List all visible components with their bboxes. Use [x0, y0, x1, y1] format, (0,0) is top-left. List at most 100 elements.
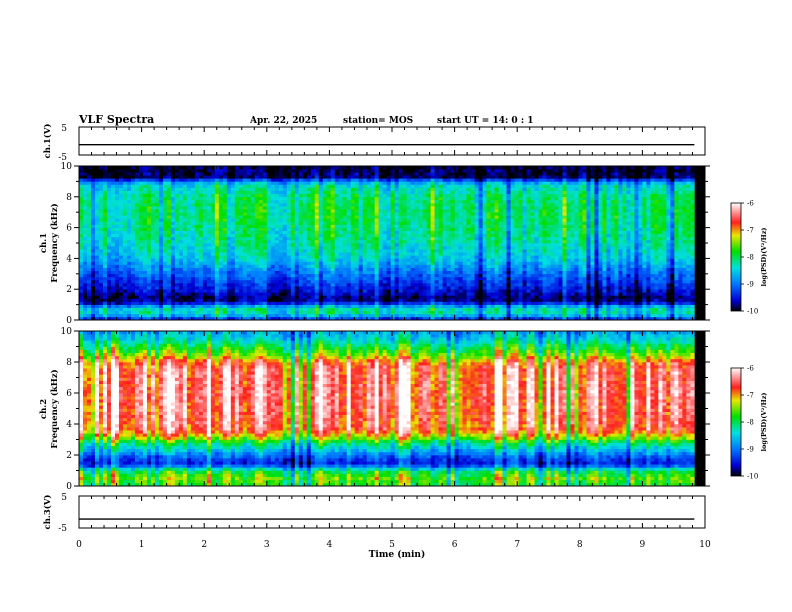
spectrogram-cell: [130, 193, 136, 198]
spectrogram-cell: [274, 199, 280, 204]
spectrogram-cell: [138, 199, 144, 204]
spectrogram-cell: [178, 239, 184, 244]
spectrogram-cell: [198, 178, 204, 182]
spectrogram-cell: [282, 166, 288, 170]
spectrogram-cell: [298, 230, 304, 235]
spectrogram-cell: [83, 233, 88, 238]
spectrogram-cell: [390, 236, 395, 241]
spectrogram-cell: [110, 218, 116, 222]
spectrogram-cell: [398, 313, 403, 318]
spectrogram-cell: [83, 252, 88, 256]
spectrogram-cell: [158, 267, 164, 272]
spectrogram-cell: [130, 178, 136, 182]
spectrogram-cell: [162, 307, 168, 312]
spectrogram-cell: [238, 227, 244, 231]
spectrogram-cell: [126, 264, 132, 268]
spectrogram-cell: [326, 178, 332, 182]
spectrogram-cell: [418, 224, 423, 228]
spectrogram-cell: [174, 243, 180, 247]
spectrogram-cell: [114, 215, 120, 219]
spectrogram-cell: [234, 258, 240, 262]
spectrogram-cell: [358, 289, 364, 293]
spectrogram-cell: [310, 199, 316, 204]
spectrogram-cell: [94, 270, 100, 275]
spectrogram-cell: [286, 264, 292, 268]
spectrogram-cell: [434, 273, 439, 278]
spectrogram-cell: [142, 264, 148, 268]
spectrogram-cell: [118, 187, 124, 191]
spectrogram-cell: [462, 264, 467, 268]
spectrogram-cell: [418, 233, 423, 238]
spectrogram-cell: [350, 249, 356, 253]
spectrogram-cell: [418, 276, 423, 281]
spectrogram-cell: [362, 181, 367, 185]
spectrogram-cell: [454, 227, 459, 231]
spectrogram-cell: [218, 209, 224, 213]
spectrogram-cell: [142, 286, 148, 290]
spectrogram-cell: [450, 206, 455, 210]
spectrogram-cell: [206, 267, 212, 272]
spectrogram-cell: [342, 295, 348, 299]
spectrogram-cell: [414, 212, 419, 216]
spectrogram-cell: [318, 316, 324, 320]
spectrogram-cell: [314, 202, 320, 207]
spectrogram-cell: [402, 289, 407, 293]
spectrogram-cell: [458, 273, 463, 278]
spectrogram-cell: [338, 267, 344, 272]
spectrogram-cell: [106, 283, 112, 287]
spectrogram-cell: [79, 316, 84, 320]
spectrogram-cell: [318, 292, 324, 296]
spectrogram-cell: [238, 267, 244, 272]
spectrogram-cell: [198, 264, 204, 268]
spectrogram-cell: [378, 215, 383, 219]
spectrogram-cell: [466, 261, 471, 265]
spectrogram-cell: [294, 187, 300, 191]
spectrogram-cell: [402, 230, 407, 235]
spectrogram-cell: [462, 286, 467, 290]
spectrogram-cell: [154, 175, 160, 179]
spectrogram-cell: [370, 218, 375, 222]
spectrogram-cell: [158, 298, 164, 302]
spectrogram-cell: [302, 298, 308, 302]
spectrogram-cell: [394, 249, 399, 253]
spectrogram-cell: [178, 270, 184, 275]
spectrogram-cell: [434, 236, 439, 241]
spectrogram-cell: [150, 258, 156, 262]
spectrogram-cell: [162, 206, 168, 210]
spectrogram-cell: [222, 273, 228, 278]
spectrogram-cell: [94, 178, 100, 182]
spectrogram-cell: [314, 252, 320, 256]
spectrogram-cell: [234, 224, 240, 228]
spectrogram-cell: [242, 212, 248, 216]
spectrogram-cell: [322, 301, 328, 305]
spectrogram-cell: [422, 212, 427, 216]
spectrogram-cell: [290, 316, 296, 320]
spectrogram-cell: [250, 230, 256, 235]
spectrogram-cell: [214, 310, 220, 315]
spectrogram-cell: [122, 175, 128, 179]
spectrogram-cell: [286, 230, 292, 235]
spectrogram-cell: [150, 184, 156, 188]
spectrogram-cell: [246, 307, 252, 312]
spectrogram-cell: [214, 236, 220, 241]
spectrogram-cell: [214, 307, 220, 312]
spectrogram-cell: [79, 178, 84, 182]
spectrogram-cell: [418, 255, 423, 259]
spectrogram-cell: [158, 246, 164, 250]
spectrogram-cell: [470, 258, 475, 262]
spectrogram-cell: [350, 178, 356, 182]
spectrogram-cell: [146, 181, 152, 185]
spectrogram-cell: [258, 316, 264, 320]
spectrogram-cell: [170, 270, 176, 275]
spectrogram-cell: [206, 239, 212, 244]
spectrogram-cell: [406, 261, 411, 265]
spectrogram-cell: [86, 221, 92, 225]
spectrogram-cell: [238, 236, 244, 241]
spectrogram-cell: [190, 261, 196, 265]
spectrogram-cell: [158, 301, 164, 305]
spectrogram-cell: [342, 255, 348, 259]
spectrogram-cell: [322, 166, 328, 170]
spectrogram-cell: [370, 243, 375, 247]
spectrogram-cell: [430, 267, 435, 272]
spectrogram-cell: [234, 276, 240, 281]
